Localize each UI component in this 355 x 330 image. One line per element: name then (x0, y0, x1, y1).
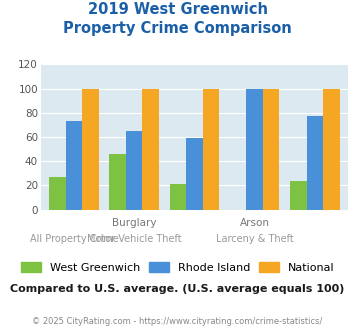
Text: Larceny & Theft: Larceny & Theft (216, 234, 294, 244)
Text: © 2025 CityRating.com - https://www.cityrating.com/crime-statistics/: © 2025 CityRating.com - https://www.city… (32, 317, 323, 326)
Bar (203, 88, 219, 210)
Bar (263, 88, 279, 210)
Bar (246, 88, 263, 210)
Legend: West Greenwich, Rhode Island, National: West Greenwich, Rhode Island, National (16, 258, 339, 278)
Bar (170, 184, 186, 210)
Bar (82, 88, 99, 210)
Bar (66, 121, 82, 210)
Text: 2019 West Greenwich
Property Crime Comparison: 2019 West Greenwich Property Crime Compa… (63, 2, 292, 36)
Bar (142, 88, 159, 210)
Text: All Property Crime: All Property Crime (29, 234, 118, 244)
Text: Arson: Arson (240, 218, 269, 228)
Bar (306, 116, 323, 210)
Bar (109, 154, 126, 210)
Bar (49, 177, 66, 210)
Bar (126, 131, 142, 210)
Bar (186, 138, 203, 210)
Bar (290, 181, 306, 210)
Bar (323, 88, 340, 210)
Text: Compared to U.S. average. (U.S. average equals 100): Compared to U.S. average. (U.S. average … (10, 284, 345, 294)
Text: Motor Vehicle Theft: Motor Vehicle Theft (87, 234, 181, 244)
Text: Burglary: Burglary (112, 218, 157, 228)
